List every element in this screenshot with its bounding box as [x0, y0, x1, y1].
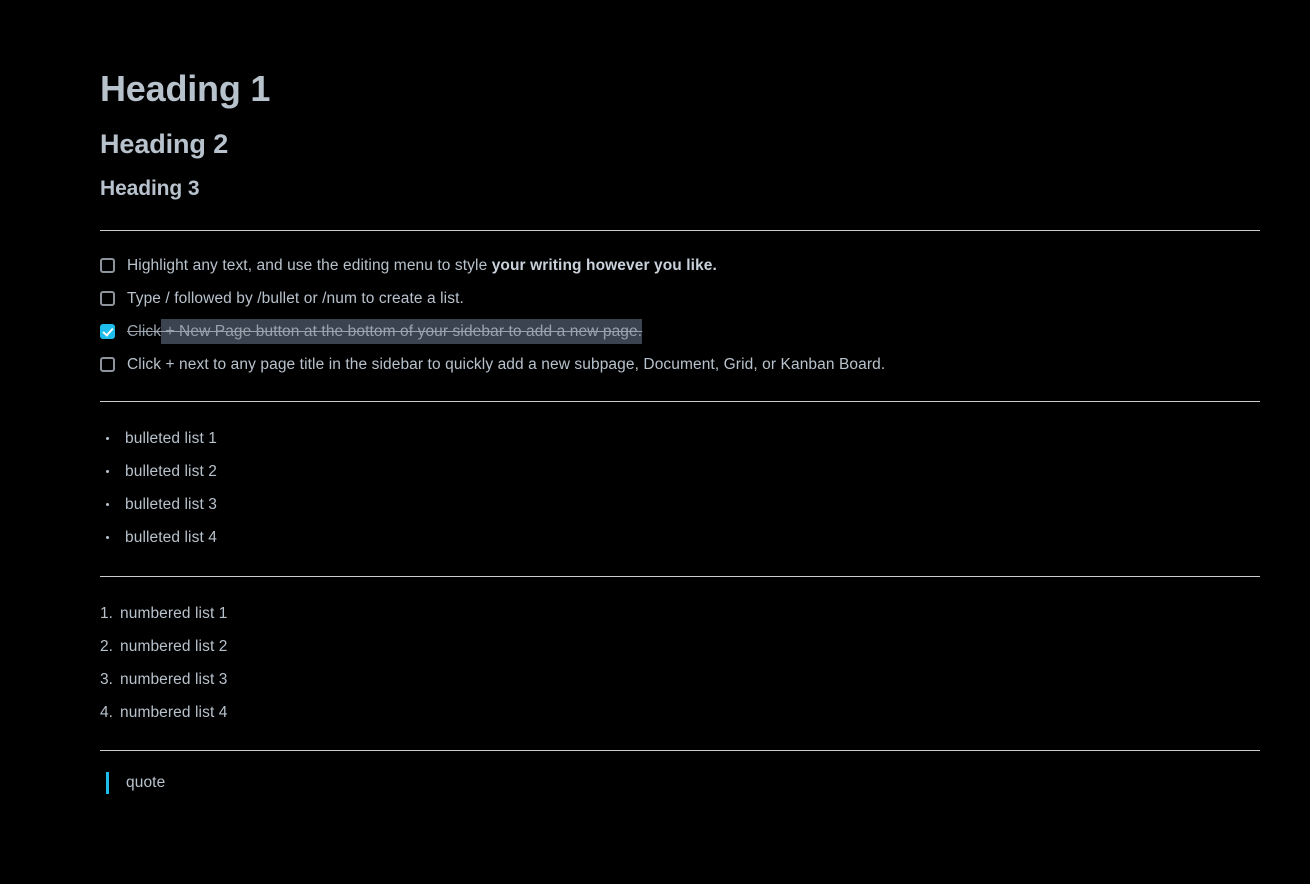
list-item-number: 3. [100, 670, 113, 688]
list-item[interactable]: bulleted list 2 [100, 455, 1260, 488]
checkbox-unchecked-icon[interactable] [100, 291, 115, 306]
list-item-label: numbered list 2 [120, 637, 228, 655]
checkbox-unchecked-icon[interactable] [100, 258, 115, 273]
list-item-label: bulleted list 4 [125, 528, 217, 546]
heading-2[interactable]: Heading 2 [100, 129, 229, 159]
list-item[interactable]: 2. numbered list 2 [100, 630, 1260, 663]
heading-1[interactable]: Heading 1 [100, 68, 271, 109]
list-item-label: bulleted list 3 [125, 495, 217, 513]
list-item[interactable]: 3. numbered list 3 [100, 663, 1260, 696]
bullet-dot-icon [106, 536, 109, 539]
todo-list: Highlight any text, and use the editing … [100, 231, 1260, 381]
todo-item-label: Type / followed by /bullet or /num to cr… [127, 289, 464, 307]
divider-2 [100, 401, 1260, 402]
list-item-number: 1. [100, 604, 113, 622]
list-item[interactable]: bulleted list 3 [100, 488, 1260, 521]
list-item-label: numbered list 4 [120, 703, 228, 721]
todo-text-plain: Highlight any text, and use the editing … [127, 256, 492, 274]
numbered-list: 1. numbered list 1 2. numbered list 2 3.… [100, 577, 1260, 729]
quote-text: quote [126, 774, 166, 791]
checkmark-icon [102, 325, 114, 337]
todo-item-completed[interactable]: Click + New Page button at the bottom of… [100, 315, 1260, 348]
todo-text-bold: your writing however you like. [491, 256, 717, 274]
list-item-label: numbered list 3 [120, 670, 228, 688]
todo-item-label: Highlight any text, and use the editing … [127, 256, 717, 276]
document-content: Heading 1 Heading 2 Heading 3 Highlight … [100, 0, 1260, 794]
quote-block[interactable]: quote [100, 751, 1260, 794]
checkbox-unchecked-icon[interactable] [100, 357, 115, 372]
text-selection-highlight[interactable]: + New Page button at the bottom of your … [161, 318, 643, 344]
quote-accent-bar [106, 772, 109, 794]
todo-text-plain: Click [127, 322, 162, 340]
todo-item-label: Click + New Page button at the bottom of… [127, 318, 643, 344]
bullet-dot-icon [106, 503, 109, 506]
divider-4 [100, 750, 1260, 751]
checkbox-checked-icon[interactable] [100, 324, 115, 339]
list-item[interactable]: 4. numbered list 4 [100, 696, 1260, 729]
bulleted-list: bulleted list 1 bulleted list 2 bulleted… [100, 402, 1260, 554]
bullet-dot-icon [106, 470, 109, 473]
list-item[interactable]: bulleted list 1 [100, 422, 1260, 455]
todo-item[interactable]: Type / followed by /bullet or /num to cr… [100, 282, 1260, 315]
todo-item-label: Click + next to any page title in the si… [127, 355, 886, 373]
divider-1 [100, 230, 1260, 231]
heading-3[interactable]: Heading 3 [100, 177, 200, 200]
todo-item[interactable]: Click + next to any page title in the si… [100, 348, 1260, 381]
list-item-label: bulleted list 2 [125, 462, 217, 480]
list-item-number: 2. [100, 637, 113, 655]
list-item[interactable]: bulleted list 4 [100, 521, 1260, 554]
bullet-dot-icon [106, 437, 109, 440]
list-item-label: bulleted list 1 [125, 429, 217, 447]
divider-3 [100, 576, 1260, 577]
list-item[interactable]: 1. numbered list 1 [100, 597, 1260, 630]
todo-item[interactable]: Highlight any text, and use the editing … [100, 249, 1260, 282]
list-item-label: numbered list 1 [120, 604, 228, 622]
list-item-number: 4. [100, 703, 113, 721]
